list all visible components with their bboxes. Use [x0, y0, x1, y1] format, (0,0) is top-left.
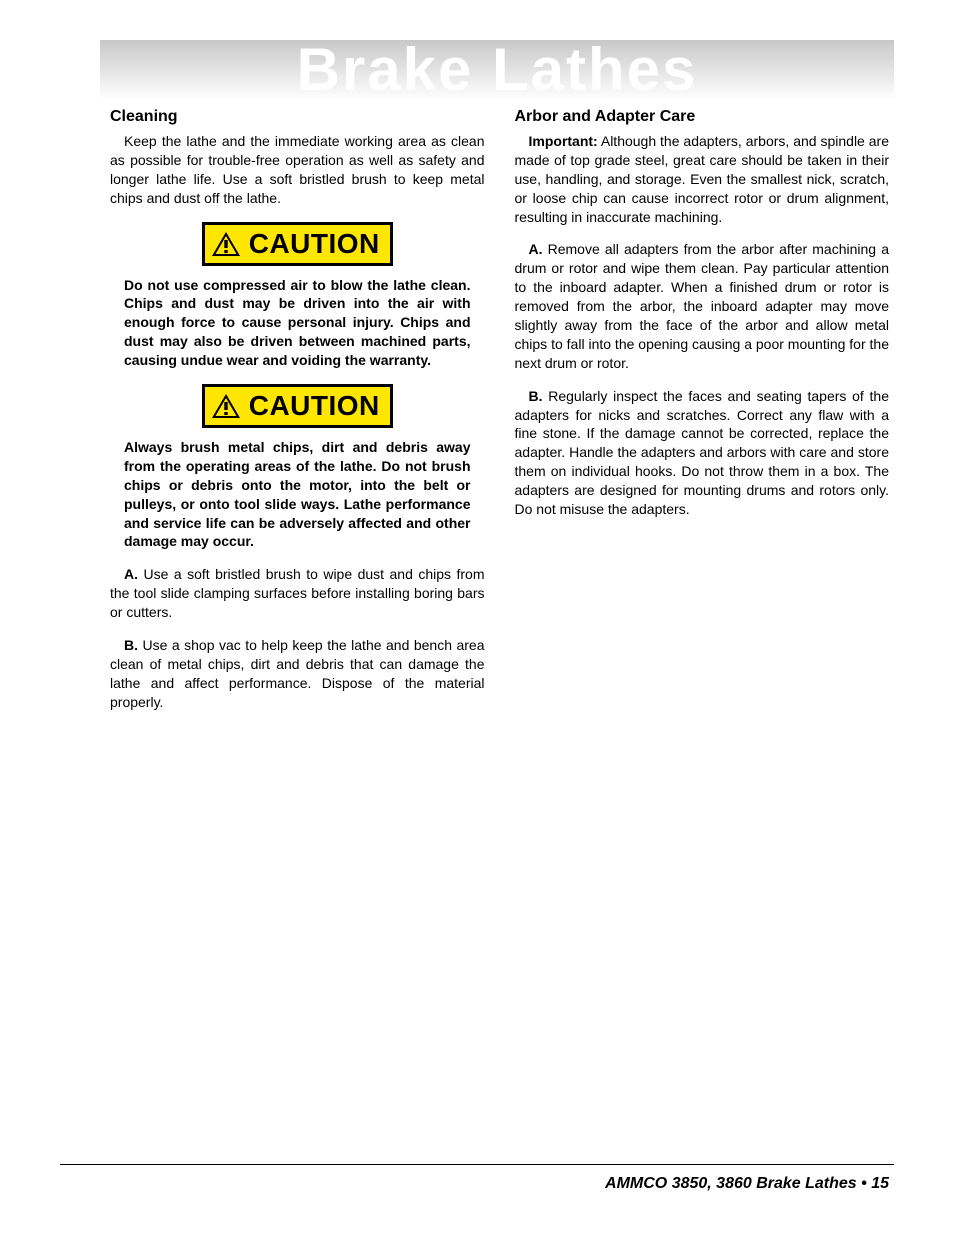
- cleaning-item-a: A. Use a soft bristled brush to wipe dus…: [110, 565, 485, 622]
- arbor-heading: Arbor and Adapter Care: [515, 108, 890, 126]
- caution-badge-2: CAUTION: [110, 384, 485, 428]
- left-column: Cleaning Keep the lathe and the immediat…: [110, 108, 485, 726]
- content-columns: Cleaning Keep the lathe and the immediat…: [110, 108, 889, 726]
- caution-text-1: Do not use compressed air to blow the la…: [124, 276, 471, 370]
- cleaning-intro-text: Keep the lathe and the immediate working…: [110, 133, 485, 206]
- arbor-a-text: Remove all adapters from the arbor after…: [515, 241, 890, 370]
- cleaning-intro: Keep the lathe and the immediate working…: [110, 132, 485, 208]
- arbor-b-lead: B.: [529, 388, 543, 404]
- caution-badge-1: CAUTION: [110, 222, 485, 266]
- arbor-item-a: A. Remove all adapters from the arbor af…: [515, 240, 890, 372]
- footer-rule: [60, 1164, 894, 1165]
- caution-label-1: CAUTION: [249, 228, 380, 260]
- caution-label-2: CAUTION: [249, 390, 380, 422]
- footer-text: AMMCO 3850, 3860 Brake Lathes • 15: [605, 1175, 889, 1193]
- item-b-lead: B.: [124, 637, 138, 653]
- item-a-lead: A.: [124, 566, 138, 582]
- item-b-text: Use a shop vac to help keep the lathe an…: [110, 637, 485, 710]
- arbor-intro-lead: Important:: [529, 133, 598, 149]
- warning-triangle-icon: [211, 231, 241, 257]
- cleaning-item-b: B. Use a shop vac to help keep the lathe…: [110, 636, 485, 712]
- caution-text-2: Always brush metal chips, dirt and debri…: [124, 438, 471, 551]
- item-a-text: Use a soft bristled brush to wipe dust a…: [110, 566, 485, 620]
- arbor-b-text: Regularly inspect the faces and seating …: [515, 388, 890, 517]
- right-column: Arbor and Adapter Care Important: Althou…: [515, 108, 890, 726]
- arbor-a-lead: A.: [529, 241, 543, 257]
- page: Brake Lathes Cleaning Keep the lathe and…: [0, 0, 954, 1235]
- header-band: Brake Lathes: [100, 40, 894, 100]
- warning-triangle-icon: [211, 393, 241, 419]
- arbor-intro: Important: Although the adapters, arbors…: [515, 132, 890, 226]
- cleaning-heading: Cleaning: [110, 108, 485, 126]
- header-background-title: Brake Lathes: [100, 40, 894, 100]
- arbor-item-b: B. Regularly inspect the faces and seati…: [515, 387, 890, 519]
